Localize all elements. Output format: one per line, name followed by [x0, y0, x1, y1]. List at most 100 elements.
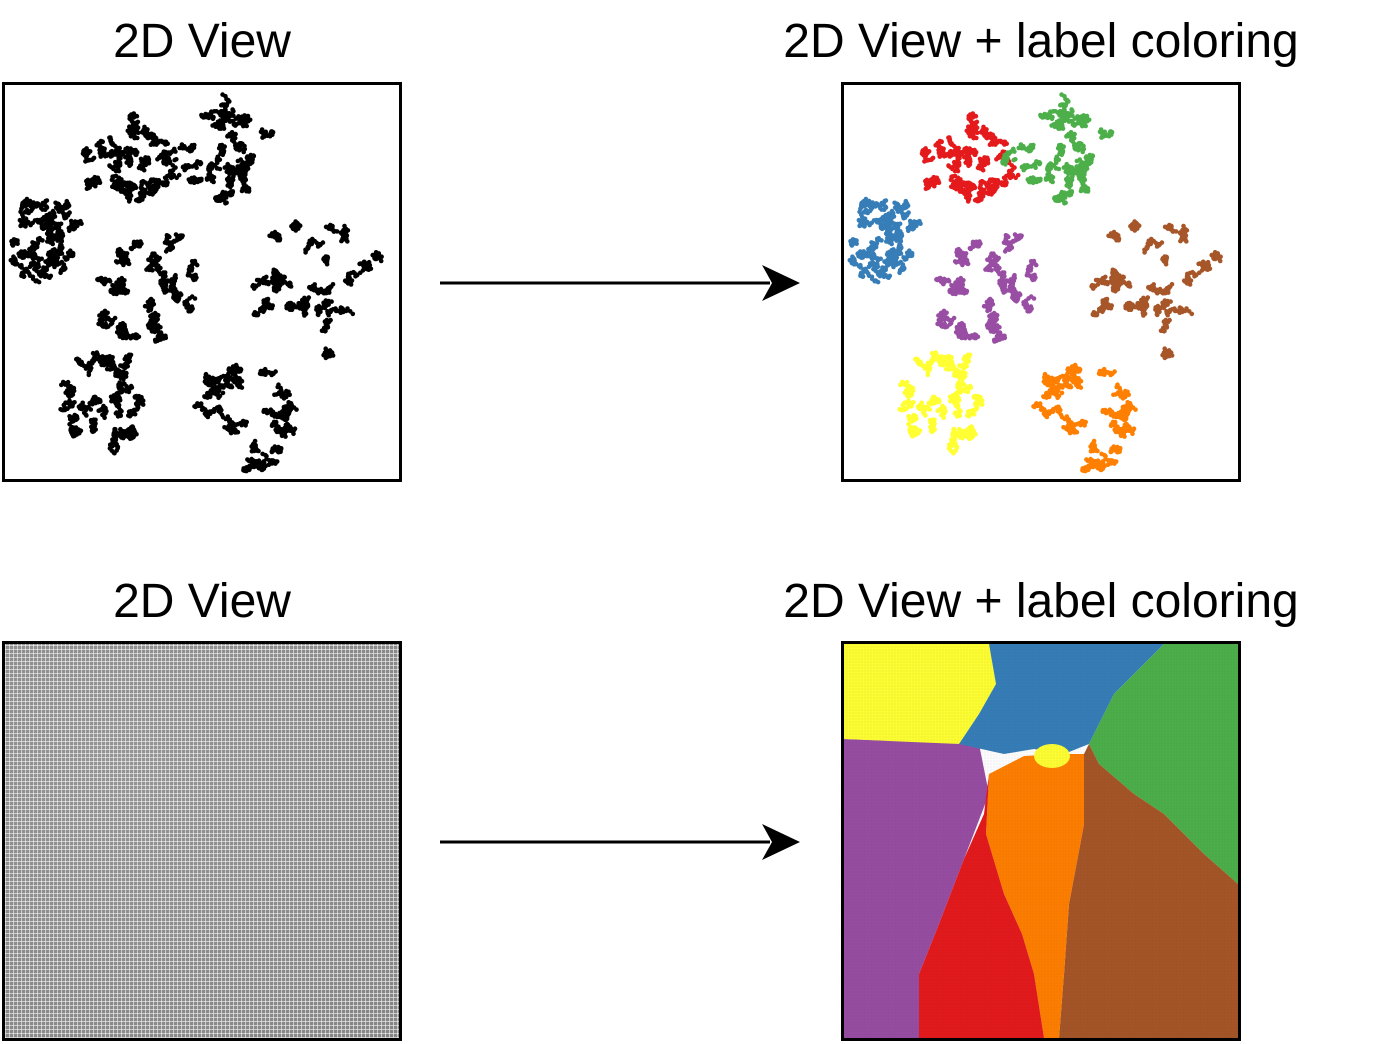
scatter-point	[214, 156, 220, 162]
scatter-point	[305, 245, 311, 251]
scatter-point	[937, 139, 943, 145]
scatter-point	[1012, 165, 1017, 170]
scatter-point	[1015, 172, 1021, 178]
scatter-point	[343, 279, 349, 284]
scatter-point	[324, 289, 329, 295]
scatter-point	[28, 204, 34, 209]
cluster-orange	[192, 362, 299, 474]
scatter-point	[113, 373, 118, 378]
scatter-point	[161, 159, 166, 164]
scatter-point	[272, 392, 277, 398]
scatter-point	[107, 277, 112, 283]
scatter-point	[116, 146, 122, 151]
scatter-point	[225, 183, 230, 188]
scatter-point	[955, 146, 961, 151]
scatter-point	[324, 261, 330, 267]
scatter-point	[19, 273, 24, 279]
scatter-point	[117, 277, 123, 283]
scatter-point	[930, 181, 935, 186]
scatter-point	[322, 319, 328, 324]
cluster-yellow	[58, 350, 146, 456]
scatter-point	[71, 434, 76, 439]
scatter-point	[91, 181, 96, 186]
scatter-point	[164, 162, 169, 167]
unlabeled-cluster-scatter	[8, 92, 384, 474]
scatter-point	[192, 296, 198, 301]
scatter-point	[296, 222, 301, 227]
scatter-point	[1000, 159, 1005, 164]
scatter-point	[282, 432, 287, 437]
scatter-point	[323, 224, 329, 230]
scatter-point	[132, 429, 138, 435]
scatter-point	[102, 308, 108, 314]
scatter-point	[105, 357, 111, 363]
scatter-point	[39, 256, 44, 262]
scatter-point	[127, 197, 133, 202]
scatter-point	[174, 157, 179, 162]
cluster-purple	[95, 232, 200, 344]
scatter-point	[926, 149, 932, 154]
scatter-point	[116, 289, 122, 295]
scatter-point	[108, 442, 113, 448]
bottom-left-title: 2D View	[113, 575, 291, 628]
scatter-point	[113, 259, 119, 264]
scatter-point	[966, 197, 972, 202]
scatter-point	[59, 204, 64, 210]
scatter-point	[48, 273, 54, 279]
scatter-point	[58, 267, 64, 273]
scatter-point	[972, 152, 977, 158]
scatter-point	[112, 450, 117, 456]
scatter-point	[86, 372, 92, 378]
scatter-point	[87, 149, 93, 154]
scatter-point	[96, 397, 101, 402]
scatter-point	[164, 287, 169, 292]
scatter-point	[952, 173, 958, 179]
scatter-point	[1037, 161, 1042, 167]
scatter-point	[22, 249, 28, 254]
scatter-point	[250, 284, 255, 289]
scatter-point	[135, 119, 141, 125]
cluster-red	[919, 111, 1021, 204]
scatter-point	[59, 407, 65, 413]
scatter-point	[150, 258, 155, 264]
scatter-point	[245, 457, 250, 462]
scatter-point	[164, 233, 170, 238]
top-left-title: 2D View	[113, 15, 291, 68]
scatter-point	[275, 237, 280, 243]
scatter-point	[114, 330, 120, 335]
scatter-point	[100, 149, 106, 154]
scatter-point	[99, 322, 104, 328]
scatter-point	[176, 172, 182, 178]
scatter-point	[269, 279, 274, 284]
scatter-point	[259, 127, 265, 132]
scatter-point	[227, 420, 233, 426]
scatter-point	[309, 240, 315, 246]
scatter-point	[228, 118, 234, 124]
scatter-point	[192, 142, 197, 148]
scatter-point	[1071, 132, 1076, 138]
scatter-point	[91, 417, 97, 423]
scatter-point	[211, 179, 216, 185]
scatter-point	[113, 173, 119, 179]
scatter-point	[1067, 118, 1073, 124]
scatter-point	[302, 313, 307, 318]
scatter-point	[218, 151, 223, 157]
scatter-point	[241, 149, 246, 155]
scatter-point	[261, 407, 267, 413]
scatter-point	[987, 186, 992, 191]
scatter-point	[329, 299, 334, 304]
scatter-point	[151, 133, 157, 139]
scatter-point	[225, 161, 230, 167]
scatter-point	[980, 167, 986, 173]
scatter-point	[133, 152, 138, 158]
scatter-point	[19, 265, 24, 270]
scatter-point	[203, 377, 209, 382]
scatter-point	[235, 429, 241, 435]
scatter-point	[172, 274, 178, 279]
scatter-point	[135, 239, 140, 245]
scatter-point	[263, 281, 269, 286]
scatter-point	[39, 206, 44, 211]
scatter-point	[959, 180, 965, 185]
scatter-point	[173, 165, 178, 170]
scatter-point	[965, 160, 971, 166]
